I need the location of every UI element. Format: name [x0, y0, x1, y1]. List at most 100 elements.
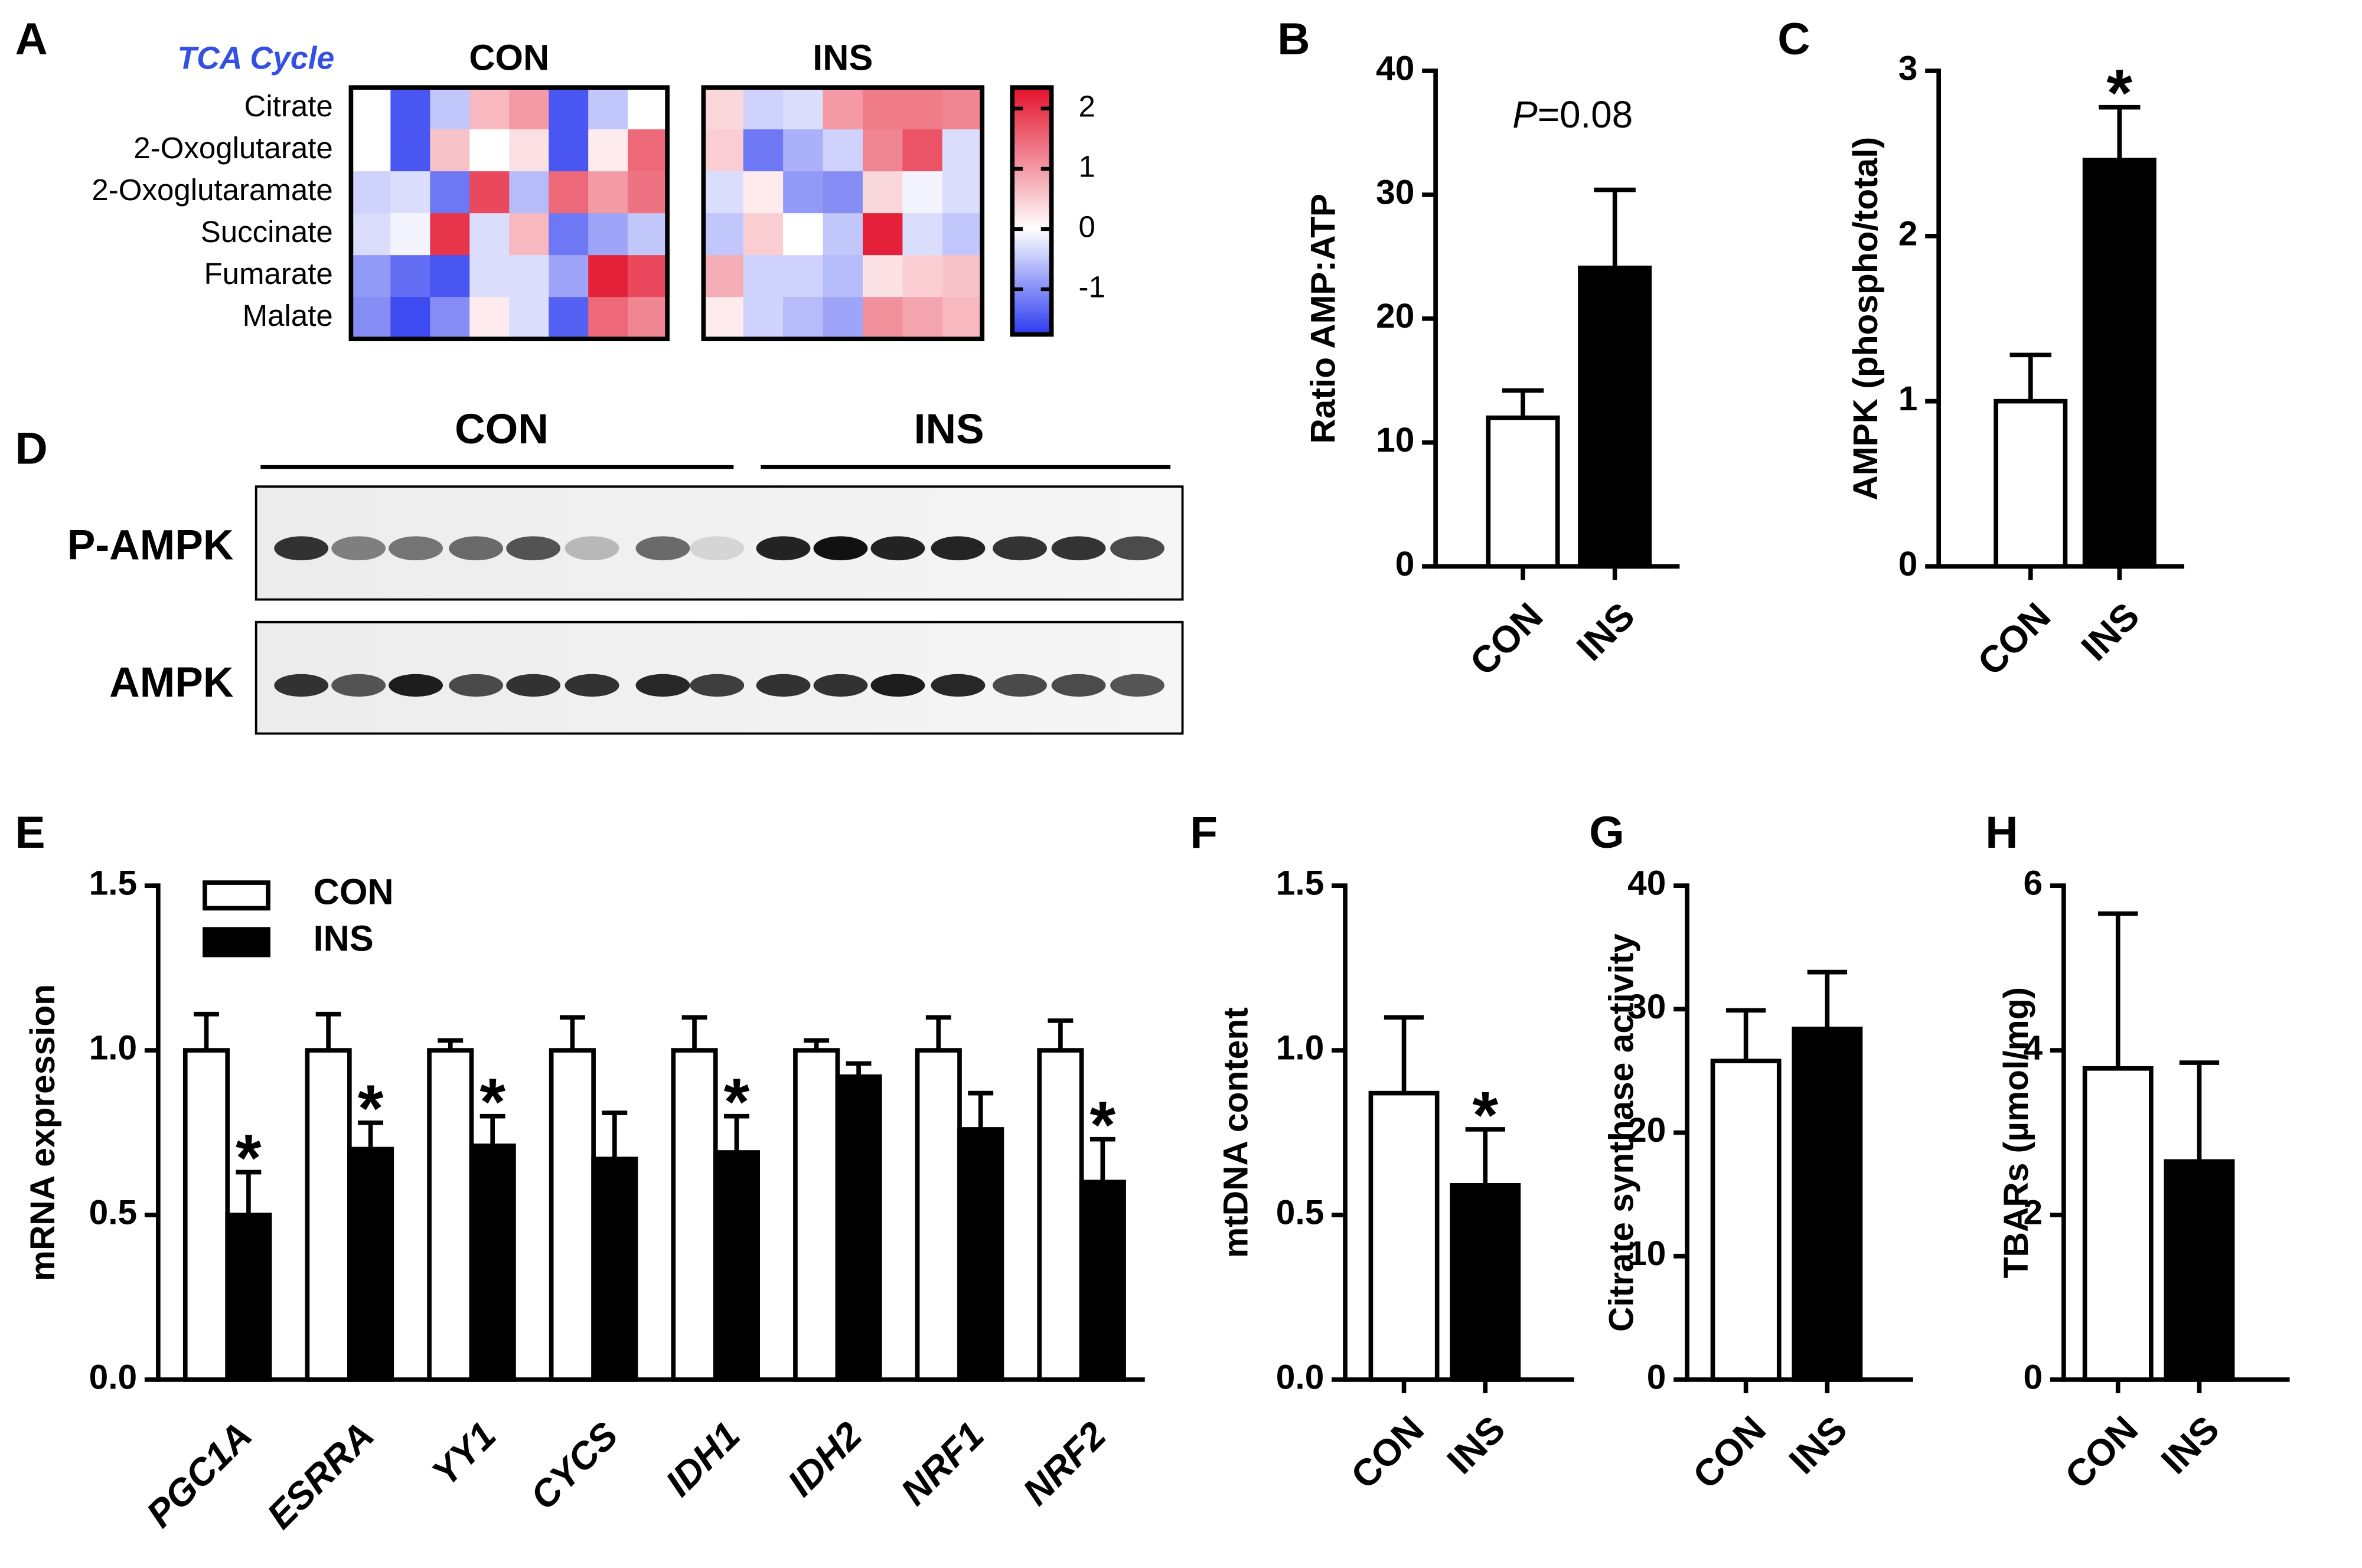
x-tick-label: YY1: [423, 1414, 504, 1494]
x-tick-label: INS: [1439, 1407, 1513, 1482]
x-tick-label: INS: [2073, 594, 2148, 669]
blot-band: [449, 536, 504, 561]
heatmap-cell: [549, 129, 589, 172]
y-tick-label: 1.5: [89, 864, 138, 903]
panel-letter: D: [15, 424, 48, 474]
heatmap-cell: [823, 297, 864, 340]
x-tick-label: ESRRA: [259, 1414, 382, 1537]
heatmap-cell: [942, 129, 983, 172]
heatmap-cell: [783, 129, 824, 172]
x-tick-label: CON: [1685, 1407, 1774, 1497]
bar: [1037, 1048, 1084, 1382]
row-label: 2-Oxoglutaramate: [92, 173, 332, 207]
heatmap-cell: [628, 87, 668, 130]
panel-letter: H: [1985, 808, 2018, 858]
heatmap-cell: [628, 129, 668, 172]
heatmap-cell: [783, 87, 824, 130]
heatmap-cell: [588, 171, 629, 214]
heatmap-cell: [351, 171, 392, 214]
blot-band: [813, 536, 868, 561]
y-tick-label: 3: [1898, 50, 1918, 88]
significance-mark: *: [358, 1071, 384, 1145]
x-tick-label: INS: [2153, 1407, 2227, 1482]
y-tick-label: 0.0: [1276, 1358, 1324, 1396]
bar: [793, 1048, 840, 1382]
y-tick-label: 6: [2024, 864, 2043, 903]
bar: [225, 1213, 272, 1382]
heatmap-cell: [549, 255, 589, 298]
heatmap-cell: [863, 255, 903, 298]
y-axis-label: Ratio AMP:ATP: [1304, 194, 1342, 444]
blot-band: [756, 674, 811, 697]
heatmap-cell: [863, 129, 903, 172]
heatmap-cell: [743, 129, 784, 172]
heatmap-cell: [628, 297, 668, 340]
bar: [2082, 1066, 2154, 1382]
heatmap-cell: [703, 171, 744, 214]
heatmap-cell: [430, 87, 471, 130]
row-label: Malate: [243, 299, 333, 332]
heatmap-cell: [390, 171, 431, 214]
heatmap-cell: [390, 87, 431, 130]
bar: [1486, 415, 1560, 569]
heatmap-cell: [469, 129, 510, 172]
heatmap-cell: [430, 297, 471, 340]
bar: [671, 1048, 718, 1382]
y-tick-label: 1.0: [89, 1029, 138, 1067]
significance-mark: *: [1090, 1087, 1116, 1162]
heatmap-cell: [823, 129, 864, 172]
y-tick-label: 30: [1376, 173, 1414, 211]
y-tick-label: 20: [1376, 297, 1414, 335]
heatmap-cell: [743, 171, 784, 214]
annotation-italic: P: [1512, 93, 1538, 136]
annotation-text: =0.08: [1538, 93, 1633, 136]
panel-letter: E: [15, 808, 45, 858]
heatmap-cell: [588, 129, 629, 172]
colorbar-label: -1: [1079, 270, 1105, 303]
heatmap-cell: [351, 255, 392, 298]
blot-band: [993, 536, 1047, 561]
heatmap-cell: [549, 171, 589, 214]
significance-mark: *: [236, 1121, 262, 1195]
bar: [469, 1144, 516, 1382]
row-label: Citrate: [244, 89, 333, 123]
heatmap-cell: [628, 255, 668, 298]
heatmap-cell: [823, 87, 864, 130]
blot-group: CON: [455, 406, 549, 453]
x-tick-label: CYCS: [522, 1414, 626, 1518]
heatmap-cell: [902, 255, 943, 298]
heatmap-cell: [902, 297, 943, 340]
bar: [182, 1048, 230, 1382]
y-tick-label: 4: [2024, 1029, 2043, 1067]
significance-mark: *: [2106, 55, 2132, 130]
blot-band: [993, 674, 1047, 697]
blot-band: [1051, 674, 1106, 697]
blot-group: INS: [914, 406, 984, 453]
heatmap-cell: [469, 171, 510, 214]
x-tick-label: CON: [1343, 1407, 1432, 1497]
group-title: INS: [813, 37, 873, 77]
heatmap-title: TCA Cycle: [177, 41, 334, 76]
blot-band: [931, 674, 986, 697]
bar: [1578, 265, 1652, 569]
panel-letter: F: [1190, 808, 1218, 858]
heatmap-cell: [823, 213, 864, 256]
heatmap-cell: [863, 297, 903, 340]
legend-label: CON: [314, 872, 394, 912]
blot-row-label: P-AMPK: [67, 522, 234, 569]
bar: [835, 1074, 882, 1382]
panel-letter: C: [1777, 14, 1810, 64]
x-tick-label: NRF2: [1014, 1414, 1114, 1514]
y-axis-label: TBARs (µmol/mg): [1997, 987, 2035, 1278]
heatmap-cell: [351, 129, 392, 172]
panel-letter: A: [15, 14, 48, 64]
heatmap-cell: [588, 87, 629, 130]
blot-band: [506, 536, 560, 561]
x-tick-label: PGC1A: [138, 1414, 260, 1536]
heatmap-cell: [902, 213, 943, 256]
heatmap-cell: [743, 297, 784, 340]
y-tick-label: 1.5: [1276, 864, 1324, 903]
y-tick-label: 0.5: [89, 1194, 138, 1232]
bar: [957, 1127, 1004, 1382]
